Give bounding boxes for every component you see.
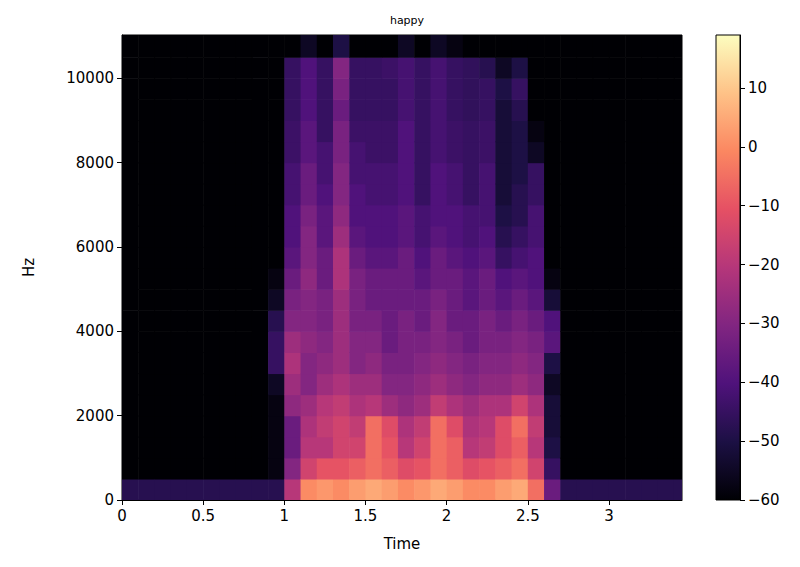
- svg-text:1: 1: [280, 507, 290, 525]
- svg-text:−10: −10: [748, 197, 780, 215]
- svg-text:0: 0: [104, 491, 114, 509]
- svg-text:−50: −50: [748, 432, 780, 450]
- svg-text:Time: Time: [383, 535, 421, 553]
- svg-text:2000: 2000: [76, 407, 114, 425]
- svg-text:8000: 8000: [76, 154, 114, 172]
- svg-text:−30: −30: [748, 314, 780, 332]
- svg-text:10: 10: [748, 79, 767, 97]
- svg-text:0: 0: [117, 507, 127, 525]
- svg-text:0: 0: [748, 138, 758, 156]
- svg-text:4000: 4000: [76, 322, 114, 340]
- svg-text:happy: happy: [390, 14, 425, 27]
- svg-text:Hz: Hz: [20, 258, 38, 277]
- svg-text:2.5: 2.5: [516, 507, 540, 525]
- svg-text:6000: 6000: [76, 238, 114, 256]
- svg-text:2: 2: [442, 507, 452, 525]
- svg-text:−60: −60: [748, 491, 780, 509]
- svg-text:−40: −40: [748, 373, 780, 391]
- svg-text:10000: 10000: [66, 69, 114, 87]
- svg-text:0.5: 0.5: [191, 507, 215, 525]
- svg-text:1.5: 1.5: [354, 507, 378, 525]
- svg-text:3: 3: [604, 507, 614, 525]
- svg-text:−20: −20: [748, 256, 780, 274]
